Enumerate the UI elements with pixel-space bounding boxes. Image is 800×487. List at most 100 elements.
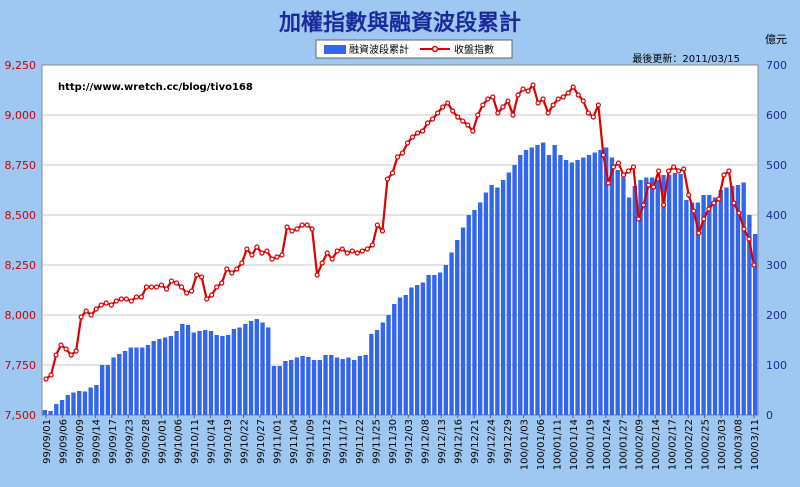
y-left-tick-label: 7,750 xyxy=(5,359,37,372)
y-left-tick-label: 8,500 xyxy=(5,209,37,222)
bar xyxy=(707,195,712,415)
close-index-line xyxy=(45,83,756,380)
bar xyxy=(649,177,655,415)
x-tick-label: 99/10/14 xyxy=(207,419,218,464)
line-point xyxy=(450,108,456,114)
bar xyxy=(334,357,340,415)
line-point xyxy=(138,294,144,300)
line-point xyxy=(163,286,170,292)
bar xyxy=(197,331,202,415)
line-point xyxy=(234,266,240,272)
line-point xyxy=(274,254,280,260)
line-point xyxy=(409,134,416,140)
line-point xyxy=(746,236,752,242)
bar xyxy=(426,275,431,415)
bar xyxy=(586,155,592,415)
line-point xyxy=(78,314,84,320)
line-point xyxy=(600,152,606,158)
x-tick-label: 99/12/24 xyxy=(487,419,498,464)
bar xyxy=(455,240,460,415)
y-right-tick-label: 400 xyxy=(766,209,787,222)
y-right-tick-label: 600 xyxy=(766,109,787,122)
line-point xyxy=(319,260,325,266)
bar xyxy=(346,357,351,415)
bar xyxy=(151,341,156,415)
x-tick-label: 99/10/06 xyxy=(174,419,185,464)
line-point xyxy=(239,260,245,266)
line-point xyxy=(339,246,345,252)
x-tick-label: 99/10/11 xyxy=(190,419,201,464)
x-tick-label: 99/10/27 xyxy=(256,419,267,464)
line-point xyxy=(299,222,305,228)
x-tick-label: 99/11/01 xyxy=(273,419,284,464)
line-point xyxy=(214,284,220,290)
bar xyxy=(128,347,133,415)
bar xyxy=(735,185,741,415)
bar xyxy=(667,175,672,415)
line-point xyxy=(465,122,471,128)
bar xyxy=(684,200,689,415)
line-point xyxy=(605,180,611,186)
x-tick-label: 100/03/08 xyxy=(734,419,745,470)
line-point xyxy=(666,168,672,174)
line-point xyxy=(43,376,49,382)
line-point xyxy=(334,248,340,254)
bar xyxy=(277,366,282,415)
bar xyxy=(489,185,494,415)
line-point xyxy=(309,226,315,232)
line-point xyxy=(590,114,596,120)
line-point xyxy=(108,302,114,308)
bar xyxy=(225,335,231,415)
y-right-tick-label: 200 xyxy=(766,309,787,322)
line-point xyxy=(369,242,375,248)
bar xyxy=(558,155,563,415)
bar xyxy=(483,192,489,415)
line-point xyxy=(329,256,335,262)
line-point xyxy=(731,200,737,206)
bar xyxy=(317,360,322,415)
line-point xyxy=(254,244,260,250)
line-point xyxy=(394,154,401,160)
line-point xyxy=(495,110,501,116)
line-point xyxy=(661,202,667,208)
x-tick-label: 99/09/14 xyxy=(91,419,102,464)
line-point xyxy=(470,128,476,134)
line-point xyxy=(153,284,160,290)
bar xyxy=(329,355,334,415)
bar xyxy=(283,361,288,415)
x-tick-label: 99/09/23 xyxy=(124,419,135,464)
bar xyxy=(500,180,506,415)
bar xyxy=(592,152,597,415)
bar xyxy=(288,360,294,415)
bar xyxy=(638,180,643,415)
bar xyxy=(661,175,666,415)
bar xyxy=(449,252,454,415)
bar xyxy=(357,356,363,415)
bar xyxy=(254,319,259,415)
bar xyxy=(747,215,752,415)
x-tick-label: 99/09/06 xyxy=(59,419,70,464)
line-point xyxy=(650,184,657,190)
bar xyxy=(271,366,277,415)
line-point xyxy=(595,102,601,108)
bar xyxy=(443,265,448,415)
line-point xyxy=(384,176,391,182)
x-tick-label: 99/09/01 xyxy=(42,419,53,464)
line-point xyxy=(545,110,551,116)
line-point xyxy=(430,116,436,122)
line-point xyxy=(98,302,104,308)
bar xyxy=(604,147,609,415)
bar xyxy=(191,332,196,415)
bar xyxy=(111,357,116,415)
bar xyxy=(386,315,391,415)
bar xyxy=(672,173,678,415)
bar xyxy=(712,197,718,415)
line-point xyxy=(671,164,677,170)
bar xyxy=(122,351,128,415)
bar xyxy=(695,202,701,415)
line-point xyxy=(525,88,531,94)
line-point xyxy=(73,348,79,354)
bar xyxy=(145,345,151,415)
x-tick-label: 100/01/06 xyxy=(536,419,547,470)
bar xyxy=(552,145,557,415)
